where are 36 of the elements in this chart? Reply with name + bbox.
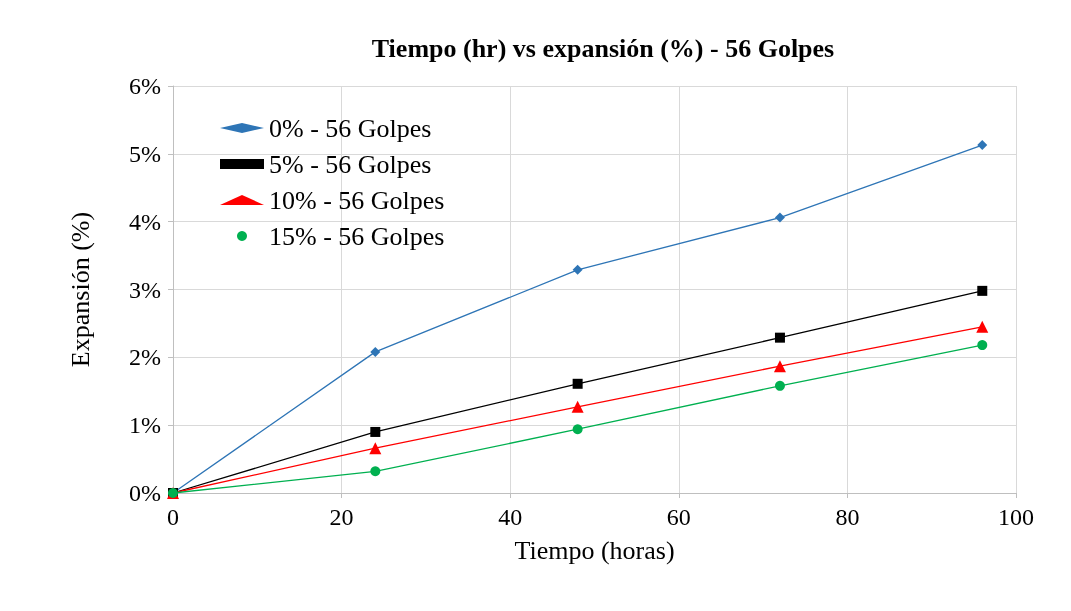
- point: [773, 360, 786, 373]
- legend-label: 5% - 56 Golpes: [269, 149, 432, 179]
- point: [774, 212, 785, 223]
- point: [977, 285, 988, 296]
- x-tick-label: 40: [498, 504, 523, 530]
- point: [774, 332, 785, 343]
- point: [977, 340, 988, 351]
- chart-title: Tiempo (hr) vs expansión (%) - 56 Golpes: [371, 33, 835, 63]
- x-tick-label: 0: [167, 504, 179, 530]
- point: [370, 346, 381, 357]
- point: [370, 466, 381, 477]
- y-axis-title: Expansión (%): [65, 211, 95, 368]
- y-tick-label: 3%: [129, 276, 161, 303]
- point: [370, 426, 381, 437]
- legend-label: 15% - 56 Golpes: [269, 221, 445, 251]
- point: [572, 378, 583, 389]
- x-tick-label: 80: [835, 504, 860, 530]
- x-tick-label: 60: [666, 504, 691, 530]
- point: [572, 424, 583, 435]
- y-tick-label: 6%: [129, 73, 161, 99]
- legend-label: 10% - 56 Golpes: [269, 185, 445, 215]
- x-tick-label: 100: [998, 504, 1034, 530]
- point: [369, 442, 382, 455]
- point: [572, 264, 583, 275]
- point: [976, 320, 989, 333]
- point: [977, 140, 988, 151]
- y-tick-label: 5%: [129, 140, 161, 167]
- point: [774, 380, 785, 391]
- y-tick-label: 0%: [129, 480, 161, 506]
- point: [571, 400, 584, 413]
- y-tick-label: 2%: [129, 344, 161, 371]
- y-tick-label: 4%: [129, 208, 161, 235]
- x-axis-title: Tiempo (horas): [514, 535, 675, 565]
- y-tick-label: 1%: [129, 412, 161, 439]
- legend-label: 0% - 56 Golpes: [269, 113, 432, 143]
- x-tick-label: 20: [329, 504, 354, 530]
